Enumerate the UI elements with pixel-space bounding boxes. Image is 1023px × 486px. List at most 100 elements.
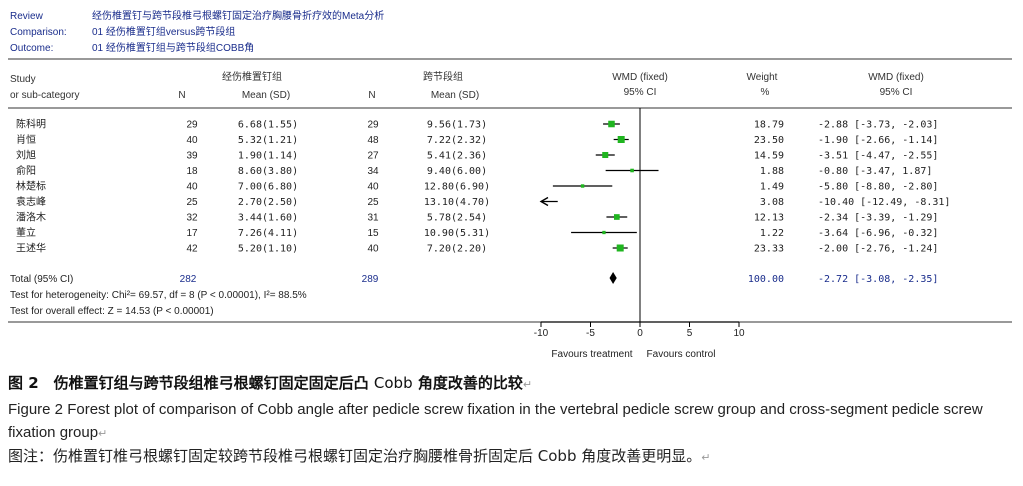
caption-note-text: 图注：伤椎置钉椎弓根螺钉固定较跨节段椎弓根螺钉固定治疗胸腰椎骨折固定后 Cobb… <box>8 447 702 465</box>
study-name: 林楚标 <box>16 180 46 193</box>
study-weight: 12.13 <box>754 213 784 224</box>
study-meansd2: 10.90(5.31) <box>424 228 490 239</box>
study-meansd1: 5.32(1.21) <box>238 135 298 146</box>
study-meansd2: 12.80(6.90) <box>424 182 490 193</box>
study-point <box>580 184 585 188</box>
study-n1: 42 <box>186 244 198 255</box>
total-diamond <box>609 272 617 284</box>
favours-control: Favours control <box>647 349 716 360</box>
study-name: 俞阳 <box>16 164 36 177</box>
study-name: 陈科明 <box>16 118 46 131</box>
study-weight: 23.33 <box>754 244 784 255</box>
caption-en: Figure 2 Forest plot of comparison of Co… <box>8 398 1008 446</box>
col-wmd: WMD (fixed) <box>612 72 668 83</box>
x-tick-label: -5 <box>586 328 595 339</box>
study-meansd2: 5.41(2.36) <box>427 151 487 162</box>
study-ci: -2.00 [-2.76, -1.24] <box>818 244 938 255</box>
outcome-label: Outcome: <box>10 43 53 54</box>
study-meansd2: 13.10(4.70) <box>424 197 490 208</box>
caption-note: 图注：伤椎置钉椎弓根螺钉固定较跨节段椎弓根螺钉固定治疗胸腰椎骨折固定后 Cobb… <box>8 445 710 466</box>
total-n2: 289 <box>362 274 379 285</box>
x-tick-label: -10 <box>534 328 549 339</box>
col-group1: 经伤椎置钉组 <box>222 70 282 83</box>
study-meansd1: 6.68(1.55) <box>238 120 298 131</box>
study-n2: 15 <box>367 228 379 239</box>
study-n2: 29 <box>367 120 379 131</box>
caption-cn-title: 图 2 伤椎置钉组与跨节段组椎弓根螺钉固定固定后凸 Cobb 角度改善的比较↵ <box>8 372 532 393</box>
study-meansd2: 5.78(2.54) <box>427 213 487 224</box>
study-meansd1: 3.44(1.60) <box>238 213 298 224</box>
study-point <box>617 136 625 143</box>
caption-cn-title-part2: 角度改善的比较 <box>412 374 523 392</box>
study-ci: -10.40 [-12.49, -8.31] <box>818 197 950 208</box>
study-ci: -3.51 [-4.47, -2.55] <box>818 151 938 162</box>
caption-cn-title-cobb: Cobb <box>373 374 413 392</box>
study-n1: 40 <box>186 182 198 193</box>
study-ci: -1.90 [-2.66, -1.14] <box>818 135 938 146</box>
study-meansd2: 9.56(1.73) <box>427 120 487 131</box>
x-tick-label: 5 <box>687 328 693 339</box>
study-meansd2: 7.20(2.20) <box>427 244 487 255</box>
study-ci: -2.34 [-3.39, -1.29] <box>818 213 938 224</box>
caption-cn-title-part1: 图 2 伤椎置钉组与跨节段组椎弓根螺钉固定固定后凸 <box>8 374 374 392</box>
study-point <box>602 151 609 159</box>
study-n1: 25 <box>186 197 198 208</box>
study-n1: 29 <box>186 120 198 131</box>
study-meansd2: 7.22(2.32) <box>427 135 487 146</box>
total-weight: 100.00 <box>748 274 784 285</box>
return-mark-icon: ↵ <box>98 428 108 440</box>
review-label: Review <box>10 11 44 22</box>
study-point <box>613 214 620 220</box>
ci-truncated-arrow <box>539 196 549 207</box>
forest-plot: Review 经伤椎置钉与跨节段椎弓根螺钉固定治疗胸腰骨折疗效的Meta分析 C… <box>8 9 1012 360</box>
col-wmd2-ci: 95% CI <box>880 87 913 98</box>
study-weight: 3.08 <box>760 197 784 208</box>
col-group1-n: N <box>178 90 185 101</box>
study-meansd1: 2.70(2.50) <box>238 197 298 208</box>
col-group2-meansd: Mean (SD) <box>431 90 479 101</box>
study-n2: 48 <box>367 135 379 146</box>
outcome-value: 01 经伤椎置钉组与跨节段组COBB角 <box>92 41 254 54</box>
study-n1: 18 <box>186 166 198 177</box>
comparison-value: 01 经伤椎置钉组versus跨节段组 <box>92 25 235 38</box>
study-ci: -5.80 [-8.80, -2.80] <box>818 182 938 193</box>
study-n2: 34 <box>367 166 379 177</box>
total-ci: -2.72 [-3.08, -2.35] <box>818 274 938 285</box>
study-name: 王述华 <box>16 242 46 255</box>
x-tick-label: 10 <box>733 328 745 339</box>
study-weight: 14.59 <box>754 151 784 162</box>
total-label: Total (95% CI) <box>10 274 73 285</box>
study-weight: 18.79 <box>754 120 784 131</box>
study-n1: 32 <box>186 213 198 224</box>
favours-treatment: Favours treatment <box>551 349 632 360</box>
study-point <box>630 168 634 173</box>
study-name: 潘洛木 <box>16 211 46 224</box>
study-n2: 40 <box>367 244 379 255</box>
study-point <box>602 230 606 235</box>
col-wmd2: WMD (fixed) <box>868 72 924 83</box>
col-weight-pct: % <box>761 87 770 98</box>
study-point <box>616 244 624 252</box>
study-n2: 25 <box>367 197 379 208</box>
col-group2: 跨节段组 <box>423 70 463 83</box>
study-name: 袁志峰 <box>16 195 46 208</box>
study-ci: -0.80 [-3.47, 1.87] <box>818 166 932 177</box>
study-weight: 23.50 <box>754 135 784 146</box>
study-n1: 17 <box>186 228 198 239</box>
study-ci: -2.88 [-3.73, -2.03] <box>818 120 938 131</box>
col-weight: Weight <box>747 72 778 83</box>
total-n1: 282 <box>180 274 197 285</box>
caption-en-text: Figure 2 Forest plot of comparison of Co… <box>8 401 983 441</box>
study-point <box>608 120 615 128</box>
study-meansd1: 5.20(1.10) <box>238 244 298 255</box>
study-name: 肖恒 <box>16 133 36 146</box>
study-meansd1: 7.00(6.80) <box>238 182 298 193</box>
return-mark-icon: ↵ <box>522 378 533 391</box>
x-tick-label: 0 <box>637 328 643 339</box>
review-value: 经伤椎置钉与跨节段椎弓根螺钉固定治疗胸腰骨折疗效的Meta分析 <box>92 9 384 22</box>
study-name: 董立 <box>16 226 36 239</box>
comparison-label: Comparison: <box>10 27 67 38</box>
col-study: Study <box>10 74 36 85</box>
study-name: 刘旭 <box>16 150 36 162</box>
study-meansd1: 8.60(3.80) <box>238 166 298 177</box>
